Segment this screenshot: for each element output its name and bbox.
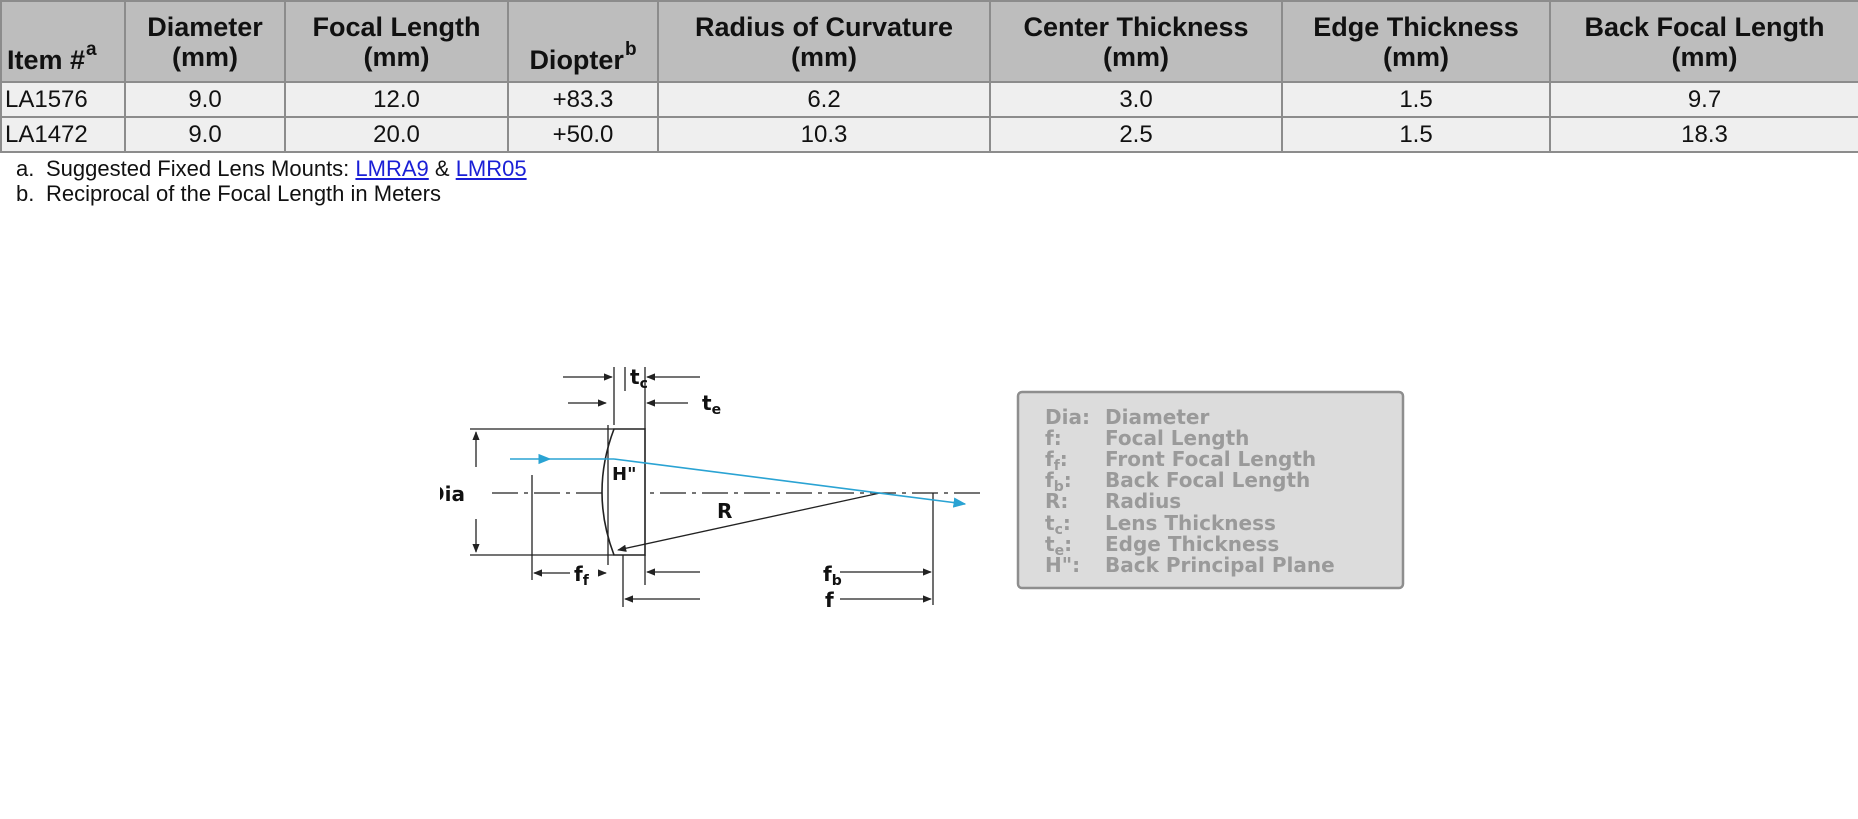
legend-value: Edge Thickness (1105, 532, 1279, 556)
cell-focal-length: 20.0 (284, 116, 509, 153)
lmr05-link[interactable]: LMR05 (455, 156, 527, 181)
legend-value: Focal Length (1105, 426, 1249, 450)
fb-label: fb (823, 562, 842, 589)
cell-radius: 10.3 (657, 116, 991, 153)
cell-item-number: LA1472 (0, 116, 126, 153)
legend-key: Dia: (1045, 405, 1090, 429)
legend-value: Diameter (1105, 405, 1209, 429)
legend-key: f: (1045, 426, 1062, 450)
table-row: LA1472 9.0 20.0 +50.0 10.3 2.5 1.5 18.3 (0, 116, 1858, 153)
lmra9-link[interactable]: LMRA9 (355, 156, 429, 181)
footnotes: a. Suggested Fixed Lens Mounts: LMRA9 & L… (16, 156, 527, 206)
cell-back-focal-length: 18.3 (1549, 116, 1858, 153)
legend-value: Front Focal Length (1105, 447, 1316, 471)
dia-label: Dia (440, 482, 465, 506)
legend-key: tc: (1045, 511, 1071, 538)
legend-value: Lens Thickness (1105, 511, 1276, 535)
r-label: R (717, 499, 732, 523)
header-item-number: Item #a (0, 0, 126, 83)
header-focal-length: Focal Length (mm) (284, 0, 509, 83)
cell-edge-thickness: 1.5 (1281, 81, 1551, 118)
footnote-b: b. Reciprocal of the Focal Length in Mete… (16, 181, 441, 206)
table-row: LA1576 9.0 12.0 +83.3 6.2 3.0 1.5 9.7 (0, 81, 1858, 118)
cell-back-focal-length: 9.7 (1549, 81, 1858, 118)
cell-diopter: +83.3 (507, 81, 659, 118)
tc-label: tc (630, 365, 648, 392)
cell-focal-length: 12.0 (284, 81, 509, 118)
footnote-marker-a: a (86, 39, 97, 60)
table-header-row: Item #a Diameter (mm) Focal Length (mm) Di… (0, 0, 1858, 83)
legend-key: fb: (1045, 468, 1072, 495)
f-label: f (825, 588, 834, 612)
legend-value: Back Focal Length (1105, 468, 1310, 492)
ff-label: ff (574, 562, 590, 589)
legend-key: R: (1045, 489, 1068, 513)
legend-key: te: (1045, 532, 1072, 559)
header-diopter: Diopterb (507, 0, 659, 83)
te-label: te (702, 391, 721, 418)
legend-key: H": (1045, 553, 1080, 577)
header-edge-thickness: Edge Thickness (mm) (1281, 0, 1551, 83)
light-ray (510, 453, 967, 508)
footnote-marker-b: b (624, 39, 637, 60)
cell-diameter: 9.0 (124, 116, 286, 153)
cell-center-thickness: 3.0 (989, 81, 1283, 118)
h-label: H" (612, 464, 636, 485)
header-back-focal-length: Back Focal Length (mm) (1549, 0, 1858, 83)
cell-diopter: +50.0 (507, 116, 659, 153)
cell-diameter: 9.0 (124, 81, 286, 118)
cell-item-number: LA1576 (0, 81, 126, 118)
cell-center-thickness: 2.5 (989, 116, 1283, 153)
legend-key: ff: (1045, 447, 1068, 474)
lens-spec-table: Item #a Diameter (mm) Focal Length (mm) Di… (0, 0, 1858, 153)
header-diameter: Diameter (mm) (124, 0, 286, 83)
legend-box: Dia: Diameter f: Focal Length ff: Front … (1016, 390, 1405, 590)
header-center-thickness: Center Thickness (mm) (989, 0, 1283, 83)
footnote-a: a. Suggested Fixed Lens Mounts: LMRA9 & L… (16, 156, 527, 181)
legend-value: Radius (1105, 489, 1181, 513)
cell-edge-thickness: 1.5 (1281, 116, 1551, 153)
cell-radius: 6.2 (657, 81, 991, 118)
header-radius-of-curvature: Radius of Curvature (mm) (657, 0, 991, 83)
legend-value: Back Principal Plane (1105, 553, 1335, 577)
lens-diagram: tc te Dia H" R ff fb f Dia: Diameter f: … (440, 365, 1405, 612)
